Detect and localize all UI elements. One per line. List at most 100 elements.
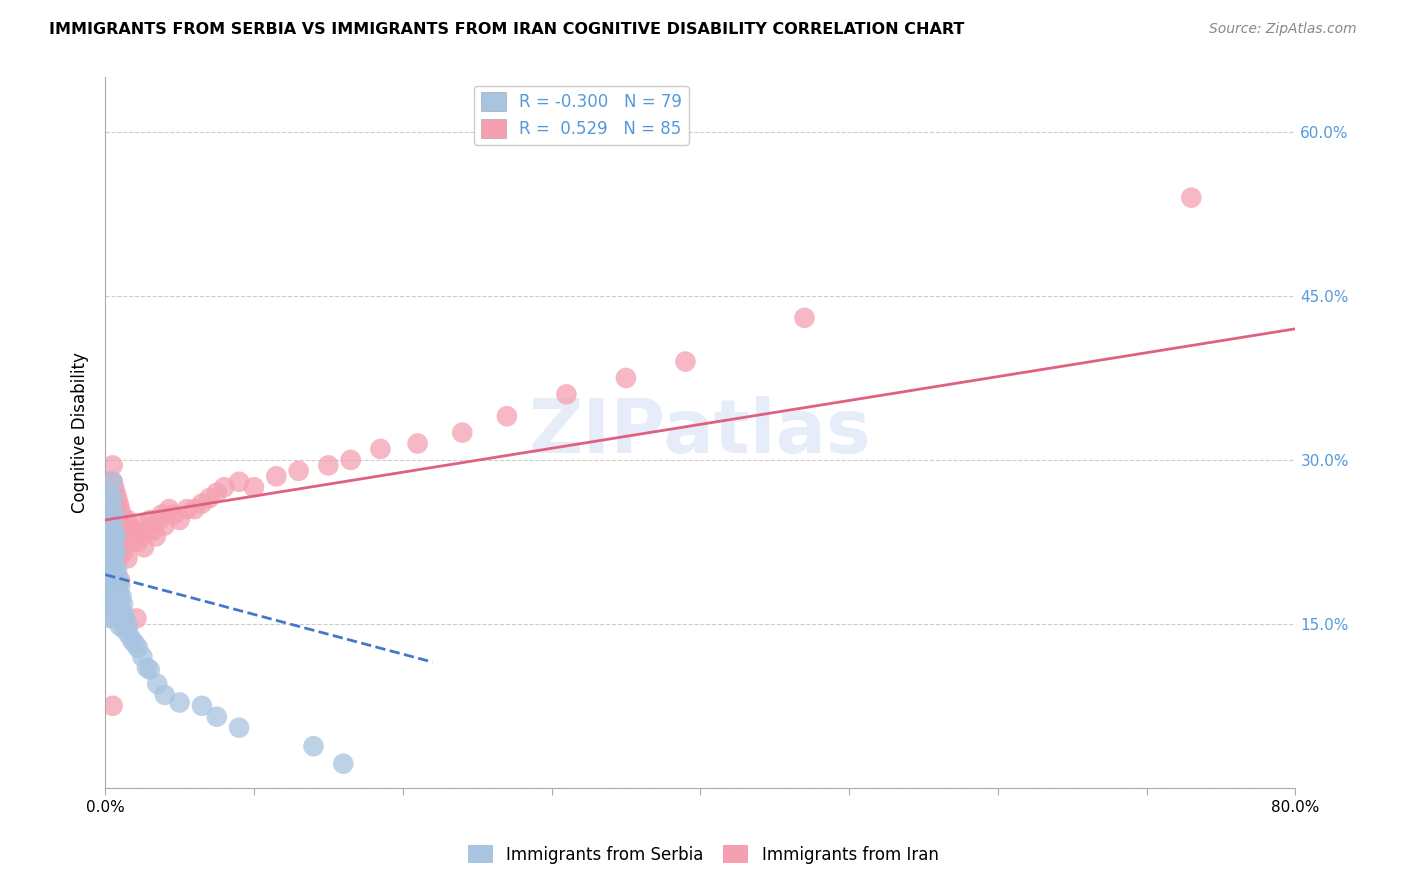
Point bbox=[105, 590, 128, 604]
Point bbox=[117, 513, 139, 527]
Point bbox=[243, 480, 266, 494]
Point bbox=[110, 590, 132, 604]
Point bbox=[107, 586, 129, 600]
Point bbox=[132, 541, 155, 555]
Point bbox=[108, 573, 131, 587]
Point bbox=[104, 524, 127, 538]
Text: IMMIGRANTS FROM SERBIA VS IMMIGRANTS FROM IRAN COGNITIVE DISABILITY CORRELATION : IMMIGRANTS FROM SERBIA VS IMMIGRANTS FRO… bbox=[49, 22, 965, 37]
Point bbox=[103, 508, 125, 522]
Point bbox=[451, 425, 474, 440]
Point bbox=[100, 497, 122, 511]
Point bbox=[101, 458, 124, 473]
Point bbox=[100, 475, 122, 489]
Point bbox=[97, 485, 120, 500]
Point bbox=[302, 739, 325, 754]
Point bbox=[150, 508, 173, 522]
Point bbox=[98, 578, 121, 592]
Point bbox=[110, 508, 132, 522]
Point bbox=[127, 640, 149, 655]
Point bbox=[105, 567, 128, 582]
Point bbox=[108, 502, 131, 516]
Point bbox=[287, 464, 309, 478]
Point bbox=[108, 606, 131, 620]
Point bbox=[101, 541, 124, 555]
Point bbox=[101, 578, 124, 592]
Point bbox=[101, 586, 124, 600]
Point bbox=[100, 584, 122, 599]
Point bbox=[114, 622, 136, 636]
Point bbox=[103, 497, 125, 511]
Point bbox=[118, 628, 141, 642]
Point bbox=[112, 546, 135, 560]
Point bbox=[98, 502, 121, 516]
Point bbox=[163, 508, 186, 522]
Point bbox=[103, 513, 125, 527]
Point bbox=[169, 696, 191, 710]
Point bbox=[103, 557, 125, 571]
Point bbox=[228, 721, 250, 735]
Point bbox=[124, 636, 146, 650]
Point bbox=[107, 518, 129, 533]
Point bbox=[114, 608, 136, 623]
Point bbox=[100, 508, 122, 522]
Point bbox=[103, 541, 125, 555]
Point bbox=[101, 698, 124, 713]
Point bbox=[107, 551, 129, 566]
Point bbox=[101, 524, 124, 538]
Point bbox=[98, 485, 121, 500]
Point bbox=[793, 310, 815, 325]
Point bbox=[98, 573, 121, 587]
Point bbox=[98, 524, 121, 538]
Point bbox=[103, 480, 125, 494]
Point bbox=[97, 475, 120, 489]
Point bbox=[98, 557, 121, 571]
Point bbox=[228, 475, 250, 489]
Point bbox=[98, 567, 121, 582]
Point bbox=[100, 524, 122, 538]
Point bbox=[176, 502, 198, 516]
Point bbox=[104, 529, 127, 543]
Point bbox=[108, 578, 131, 592]
Point bbox=[104, 595, 127, 609]
Point bbox=[198, 491, 221, 505]
Point bbox=[104, 546, 127, 560]
Point bbox=[101, 541, 124, 555]
Point bbox=[97, 562, 120, 576]
Point bbox=[100, 567, 122, 582]
Point bbox=[107, 573, 129, 587]
Point bbox=[104, 485, 127, 500]
Point bbox=[105, 508, 128, 522]
Point bbox=[105, 575, 128, 590]
Point bbox=[121, 524, 143, 538]
Point bbox=[98, 529, 121, 543]
Point bbox=[98, 595, 121, 609]
Point bbox=[103, 600, 125, 615]
Point bbox=[101, 491, 124, 505]
Point bbox=[124, 524, 146, 538]
Point bbox=[496, 409, 519, 424]
Point bbox=[148, 513, 170, 527]
Point bbox=[370, 442, 392, 456]
Point bbox=[101, 524, 124, 538]
Y-axis label: Cognitive Disability: Cognitive Disability bbox=[72, 352, 89, 513]
Point bbox=[100, 611, 122, 625]
Point bbox=[104, 562, 127, 576]
Point bbox=[153, 688, 176, 702]
Point bbox=[103, 586, 125, 600]
Point bbox=[101, 508, 124, 522]
Point bbox=[101, 567, 124, 582]
Point bbox=[98, 590, 121, 604]
Point bbox=[103, 546, 125, 560]
Point bbox=[115, 524, 138, 538]
Point bbox=[104, 502, 127, 516]
Point bbox=[110, 604, 132, 618]
Point bbox=[614, 371, 637, 385]
Point bbox=[103, 524, 125, 538]
Point bbox=[127, 534, 149, 549]
Legend: R = -0.300   N = 79, R =  0.529   N = 85: R = -0.300 N = 79, R = 0.529 N = 85 bbox=[474, 86, 689, 145]
Point bbox=[98, 546, 121, 560]
Point bbox=[100, 600, 122, 615]
Point bbox=[103, 573, 125, 587]
Point bbox=[108, 524, 131, 538]
Point bbox=[100, 590, 122, 604]
